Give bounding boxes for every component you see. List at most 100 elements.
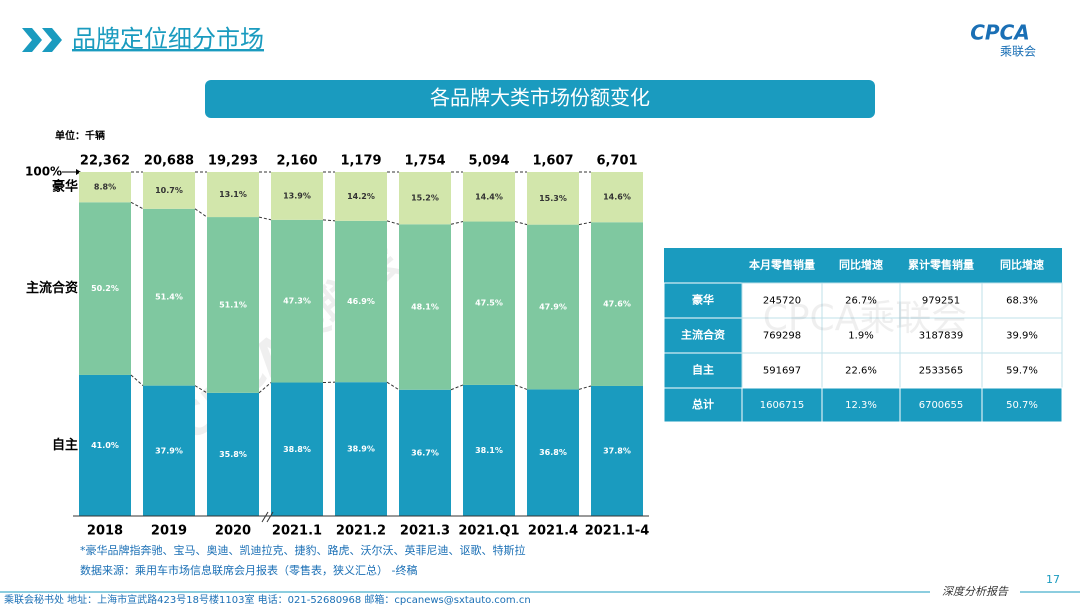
cell-bg — [981, 352, 1063, 389]
data-label: 13.9% — [283, 191, 311, 200]
cell: 769298 — [763, 331, 801, 342]
bar-segment — [399, 389, 451, 516]
x-tick-label: 2021.2 — [336, 524, 386, 539]
cell-bg — [899, 282, 983, 319]
bar-segment — [335, 220, 387, 383]
row-label: 自主 — [692, 363, 714, 377]
footnote: *豪华品牌指奔驰、宝马、奥迪、凯迪拉克、捷豹、路虎、沃尔沃、英菲尼迪、讴歌、特斯… — [80, 543, 526, 557]
bar-segment — [527, 172, 579, 225]
cell: 1.9% — [848, 331, 873, 342]
cell: 979251 — [922, 296, 960, 307]
total-label: 6,701 — [596, 154, 637, 169]
bar-segment — [207, 392, 259, 516]
logo-sub: 乘联会 — [1000, 45, 1036, 59]
bar-segment — [591, 385, 643, 516]
connector — [514, 221, 528, 226]
row-label-bg — [663, 352, 743, 389]
total-label: 19,293 — [208, 154, 258, 169]
bar-segment — [527, 389, 579, 516]
column-header: 同比增速 — [1000, 258, 1044, 272]
connector — [578, 221, 592, 226]
watermark: CPCA乘联会 — [763, 298, 968, 339]
x-tick-label: 2020 — [215, 524, 251, 539]
data-label: 46.9% — [347, 297, 375, 306]
data-label: 15.2% — [411, 194, 439, 203]
bar-segment — [143, 172, 195, 209]
data-label: 48.1% — [411, 303, 439, 312]
x-tick-label: 2021.1-4 — [585, 524, 650, 539]
series-name: 自主 — [52, 437, 78, 453]
bar-segment — [591, 172, 643, 223]
connector — [194, 385, 208, 394]
cell-bg — [821, 282, 901, 319]
cell: 26.7% — [845, 296, 877, 307]
bar-segment — [335, 382, 387, 516]
data-label: 35.8% — [219, 450, 247, 459]
x-tick-label: 2021.3 — [400, 524, 450, 539]
cell-bg — [981, 387, 1063, 423]
chart: 100% 41.0% 37.9% 35.8% 38.8% 38.9% 36.7% 38.1% 3… — [25, 154, 649, 539]
cell: 1606715 — [760, 400, 805, 411]
slide-title: 品牌定位细分市场 — [72, 25, 264, 53]
bar-segment — [399, 224, 451, 390]
axis-break — [261, 511, 274, 523]
footnote: 数据来源：乘用车市场信息联席会月报表（零售表，狭义汇总） -终稿 — [80, 563, 417, 577]
total-label: 1,179 — [340, 154, 381, 169]
data-label: 50.2% — [91, 284, 119, 293]
series-name: 主流合资 — [26, 280, 78, 296]
bar-segment — [79, 202, 131, 375]
series-name: 豪华 — [52, 179, 78, 195]
bar-segment — [271, 172, 323, 220]
cell: 245720 — [763, 296, 801, 307]
cell-bg — [741, 352, 823, 389]
cell: 12.3% — [845, 400, 877, 411]
data-label: 14.4% — [475, 192, 503, 201]
connector — [130, 374, 144, 386]
cell: 59.7% — [1006, 366, 1038, 377]
page-number: 17 — [1046, 573, 1060, 586]
total-label: 1,607 — [532, 154, 573, 169]
bar-segment — [335, 172, 387, 221]
connector — [194, 208, 208, 218]
x-tick-label: 2021.Q1 — [458, 524, 519, 539]
data-label: 37.8% — [603, 446, 631, 455]
connector — [514, 384, 528, 390]
x-tick-label: 2018 — [87, 524, 123, 539]
connector — [578, 385, 592, 390]
table-header-bg — [664, 248, 1062, 283]
bar-segment — [591, 222, 643, 386]
banner-bg — [205, 80, 875, 118]
data-label: 47.9% — [539, 303, 567, 312]
total-label: 2,160 — [276, 154, 317, 169]
column-header: 本月零售销量 — [749, 258, 815, 272]
bar-segment — [207, 172, 259, 218]
cell-bg — [741, 317, 823, 354]
bar-segment — [79, 172, 131, 203]
row-label: 主流合资 — [681, 328, 725, 342]
logo: CPCA — [970, 21, 1030, 45]
data-label: 13.1% — [219, 190, 247, 199]
data-label: 36.8% — [539, 448, 567, 457]
bar-segment — [143, 208, 195, 386]
bar-segment — [271, 219, 323, 383]
footer-report: 深度分析报告 — [942, 585, 1009, 598]
connector — [386, 381, 400, 391]
tick-arrow — [76, 169, 81, 175]
data-label: 47.3% — [283, 297, 311, 306]
bar-segment — [399, 172, 451, 225]
row-label: 豪华 — [692, 293, 714, 307]
cell-bg — [899, 317, 983, 354]
cell-bg — [899, 387, 983, 423]
cell-bg — [981, 282, 1063, 319]
data-label: 14.2% — [347, 192, 375, 201]
cell-bg — [899, 352, 983, 389]
bar-segment — [79, 374, 131, 516]
data-label: 8.8% — [94, 183, 116, 192]
x-tick-label: 2019 — [151, 524, 187, 539]
bar-segment — [527, 224, 579, 390]
cell: 6700655 — [919, 400, 964, 411]
data-label: 51.1% — [219, 300, 247, 309]
data-label: 15.3% — [539, 194, 567, 203]
